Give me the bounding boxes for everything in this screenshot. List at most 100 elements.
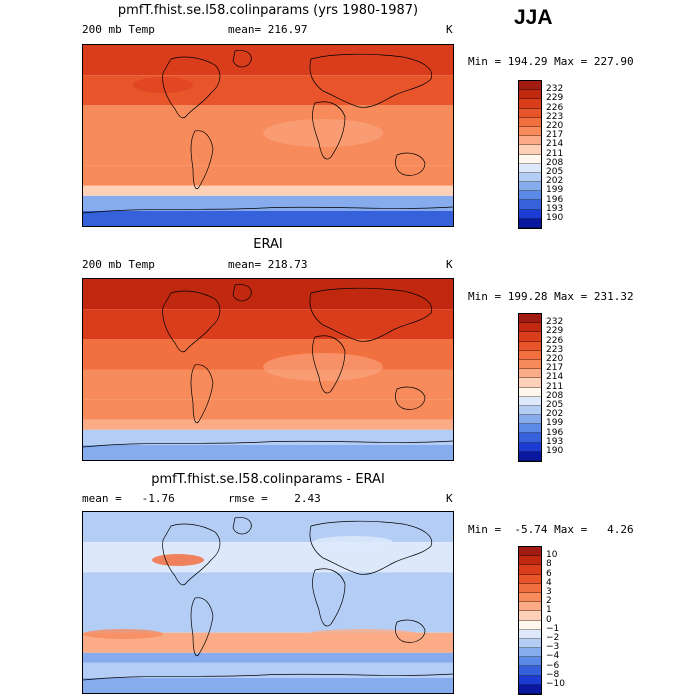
panel-3-coastlines (83, 517, 453, 681)
colorbar-segment (519, 629, 541, 639)
lat-band-7 (83, 195, 453, 211)
colorbar-tick-label: 202 (546, 409, 564, 420)
colorbar-tick-label: 0 (546, 614, 552, 625)
colorbar-segment (519, 592, 541, 603)
panel-2-bands (83, 279, 453, 460)
lat-band-2 (83, 542, 453, 573)
coastline-3 (309, 520, 433, 575)
colorbar-segment (519, 117, 541, 127)
lat-band-6 (83, 652, 453, 663)
colorbar-tick-label: 220 (546, 354, 564, 364)
colorbar-segment (519, 163, 541, 173)
coastline-6 (232, 517, 252, 535)
coastline-3 (309, 53, 433, 108)
colorbar-tick-label: 190 (546, 446, 564, 456)
panel-1-min-max: Min = 194.29 Max = 227.90 (468, 55, 634, 68)
colorbar-tick-label: −3 (546, 642, 560, 653)
colorbar-segment (519, 620, 541, 630)
lat-band-1 (83, 512, 453, 543)
panel-3-min-max: Min = -5.74 Max = 4.26 (468, 523, 634, 536)
coastline-4 (312, 101, 346, 160)
lat-band-6 (83, 419, 453, 430)
colorbar-tick-label: 223 (546, 344, 564, 355)
panel-2-map (82, 278, 454, 461)
coastline-5 (395, 152, 426, 176)
coastline-5 (395, 619, 426, 643)
colorbar-tick-label: 229 (546, 93, 564, 104)
colorbar-tick-label: 205 (546, 167, 564, 177)
colorbar-tick-label: 196 (546, 427, 564, 438)
colorbar-tick-label: 8 (546, 559, 552, 570)
colorbar-segment (519, 209, 541, 219)
colorbar-tick-label: 208 (546, 157, 564, 168)
cool-region-pacific (263, 353, 383, 381)
warm-anomaly-south-east (308, 629, 418, 639)
panel-1-bands (83, 45, 453, 226)
colorbar-tick-label: 202 (546, 176, 564, 187)
colorbar-tick-label: 199 (546, 418, 564, 429)
lat-band-4 (83, 135, 453, 166)
lat-band-7 (83, 429, 453, 445)
coastline-2 (190, 597, 214, 657)
lat-band-8 (83, 210, 453, 226)
colorbar-tick-label: −4 (546, 651, 560, 662)
colorbar-segment (519, 314, 541, 324)
panel-3-mean-label: mean = -1.76 (82, 492, 175, 505)
colorbar-segment (519, 648, 541, 658)
colorbar-segment (519, 350, 541, 360)
coastline-7 (83, 440, 453, 448)
colorbar-segment (519, 200, 541, 210)
colorbar-segment (519, 405, 541, 416)
coastline-6 (232, 50, 252, 68)
panel-1-map-svg (83, 45, 453, 226)
colorbar-segment (519, 108, 541, 118)
colorbar-segment (519, 191, 541, 201)
colorbar-segment (519, 182, 541, 192)
panel-1-mean-label: mean= 216.97 (228, 23, 308, 36)
colorbar-tick-label: 2 (546, 596, 552, 607)
coastline-1 (162, 523, 221, 586)
colorbar-segment (519, 675, 541, 685)
colorbar-tick-label: −10 (546, 679, 565, 689)
colorbar-segment (519, 433, 541, 443)
colorbar-tick-label: 4 (546, 577, 552, 588)
colorbar-tick-label: 214 (546, 372, 564, 383)
colorbar-segment (519, 396, 541, 406)
colorbar-tick-label: 217 (546, 363, 564, 374)
colorbar-segment (519, 369, 541, 379)
colorbar-segment (519, 387, 541, 397)
neutral-region-north (313, 536, 393, 548)
colorbar-tick-label: 208 (546, 390, 564, 401)
coastline-1 (162, 290, 221, 353)
colorbar-segment (519, 218, 541, 228)
colorbar-segment (519, 154, 541, 164)
colorbar-segment (519, 359, 541, 370)
colorbar-tick-label: 232 (546, 84, 564, 95)
colorbar-segment (519, 90, 541, 100)
colorbar-tick-label: 217 (546, 130, 564, 141)
colorbar-tick-label: −6 (546, 660, 560, 671)
cool-region-pacific (263, 119, 383, 147)
lat-band-5 (83, 399, 453, 420)
panel-1-units-label: K (446, 23, 453, 36)
panel-2-variable-label: 200 mb Temp (82, 258, 155, 271)
panel-1-map (82, 44, 454, 227)
colorbar-segment (519, 378, 541, 388)
lat-band-8 (83, 444, 453, 460)
panel-1-variable-label: 200 mb Temp (82, 23, 155, 36)
panel-3-map-svg (83, 512, 453, 693)
colorbar-segment (519, 341, 541, 351)
panel-2-colorbar (518, 313, 542, 462)
colorbar-segment (519, 332, 541, 342)
colorbar-segment (519, 638, 541, 649)
colorbar-tick-label: 6 (546, 568, 552, 579)
lat-band-4 (83, 369, 453, 400)
panel-2-map-svg (83, 279, 453, 460)
colorbar-tick-label: 10 (546, 550, 558, 561)
colorbar-segment (519, 547, 541, 557)
colorbar-tick-label: 211 (546, 148, 564, 159)
coastline-2 (190, 130, 214, 190)
colorbar-tick-label: 205 (546, 400, 564, 410)
panel-1-colorbar (518, 80, 542, 229)
coastline-4 (312, 335, 346, 394)
